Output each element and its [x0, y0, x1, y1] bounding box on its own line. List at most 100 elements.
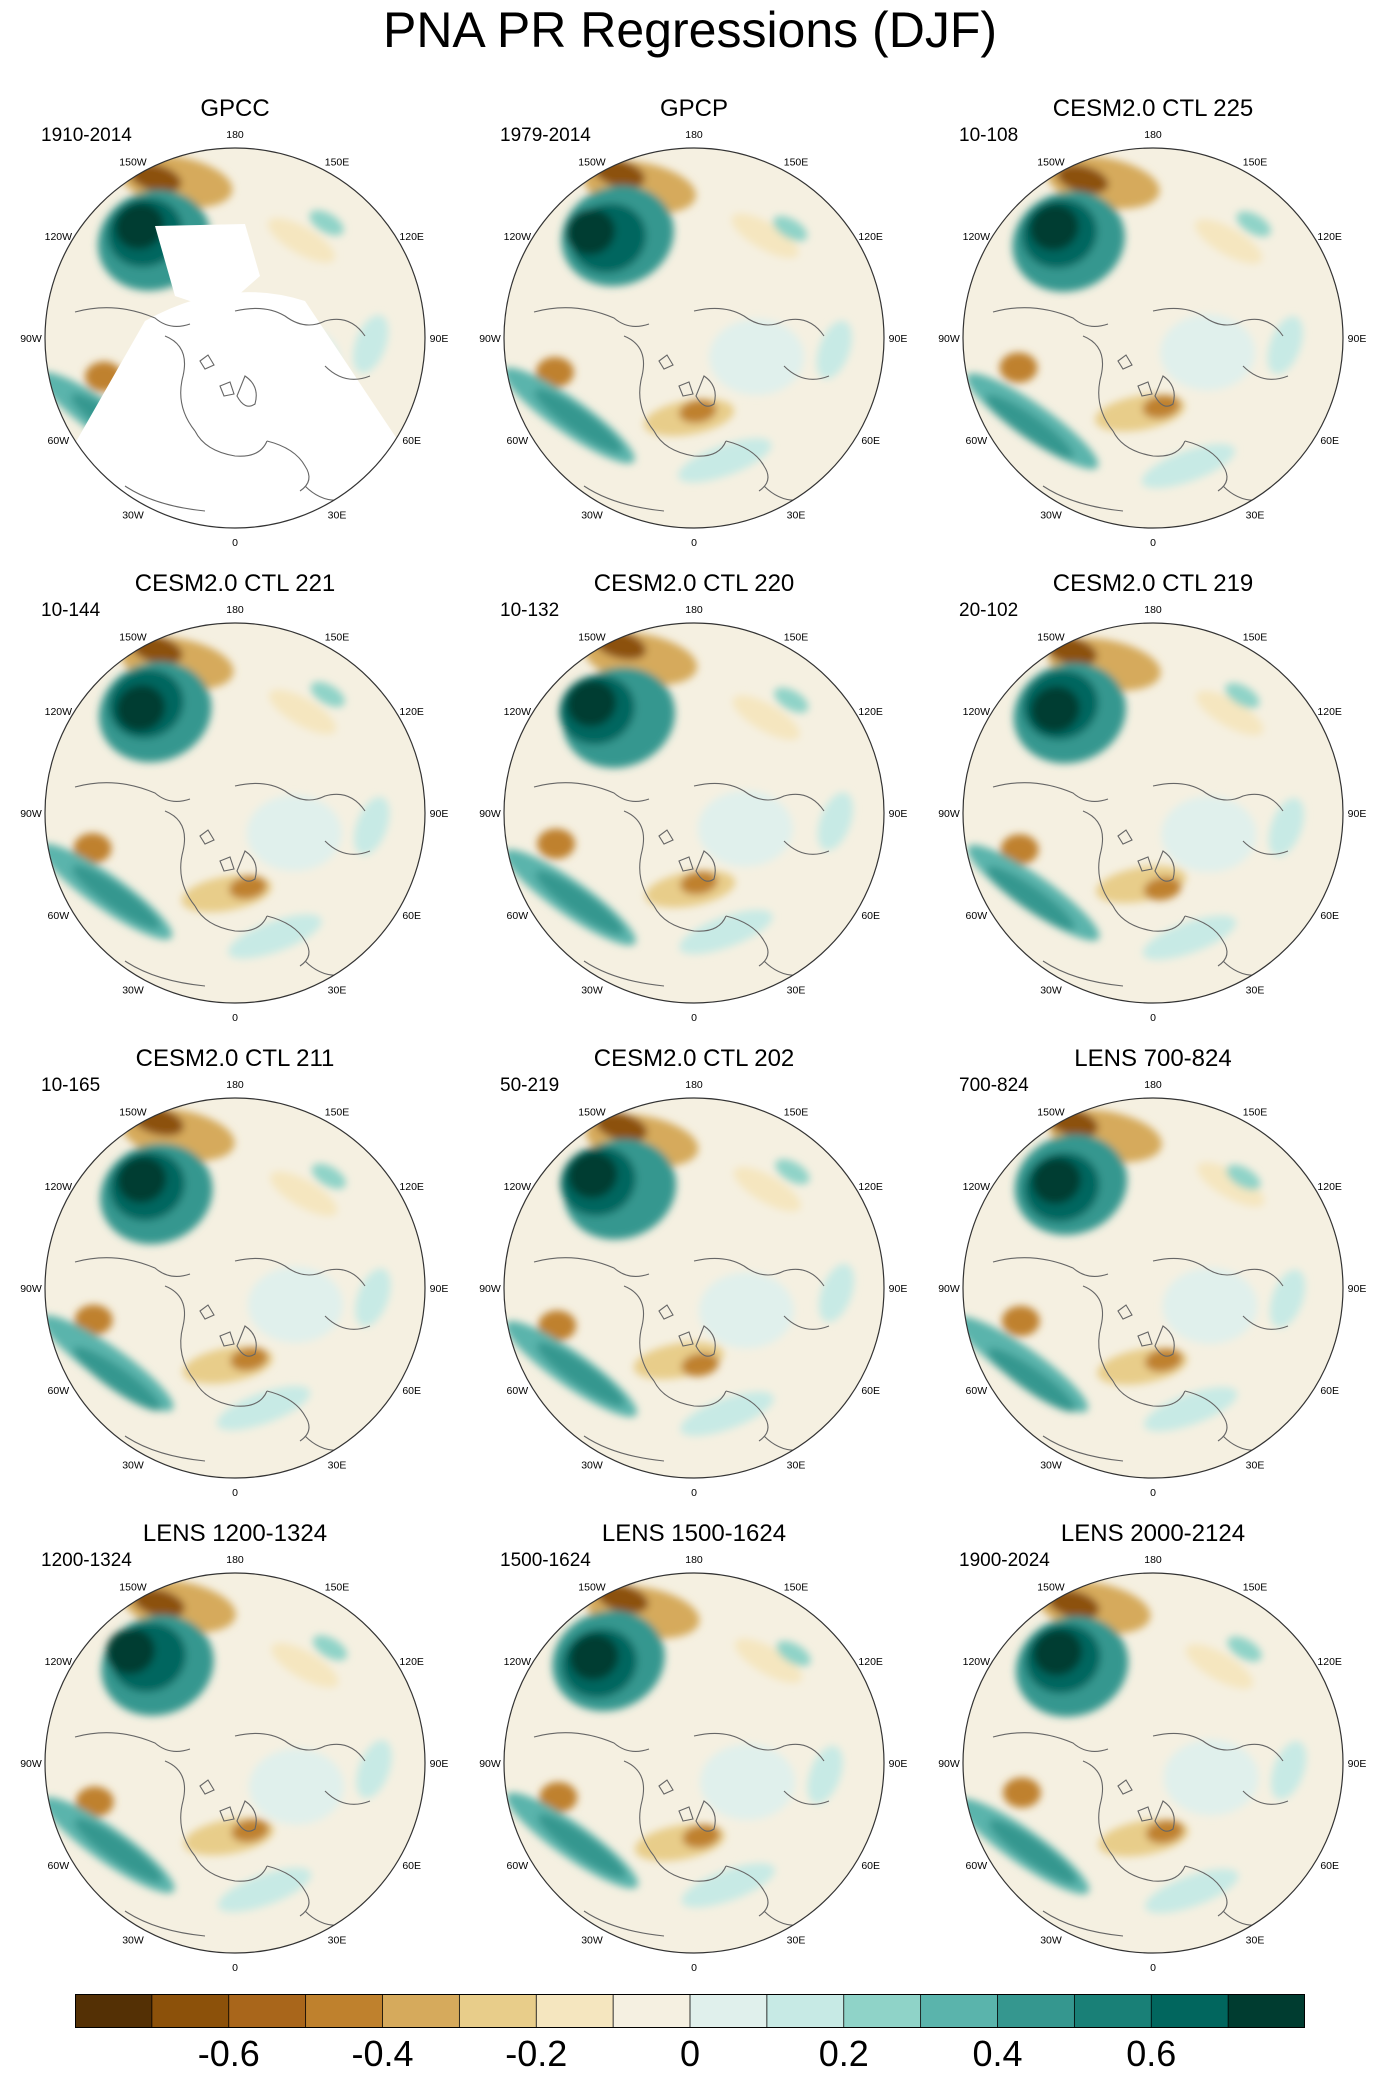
longitude-label: 120W [504, 231, 532, 243]
map-panel: 180 150E 120E 90E 60E 30E 0 30W 60W 90W 120W 150W CE… [923, 561, 1380, 1036]
anomaly-region [117, 1156, 167, 1203]
colorbar-swatch [305, 1994, 384, 2028]
panel-title: LENS 1200-1324 [142, 1520, 328, 1547]
anomaly-region [310, 681, 345, 708]
coastline [1154, 850, 1175, 882]
longitude-label: 120E [858, 706, 883, 718]
coastline [658, 829, 674, 845]
anomaly-region [1056, 164, 1109, 194]
longitude-label: 180 [226, 604, 244, 616]
anomaly-region [987, 1348, 1076, 1412]
longitude-label: 30W [1040, 985, 1062, 997]
longitude-label: 30E [1246, 1935, 1265, 1947]
polar-map: 180 150E 120E 90E 60E 30E 0 30W 60W 90W 120W 150W [20, 1554, 449, 1974]
coastline [199, 354, 215, 370]
coastline [164, 1285, 196, 1382]
longitude-label: 150E [325, 156, 350, 168]
colorbar-swatch [1073, 1994, 1153, 2028]
longitude-label: 30E [328, 985, 347, 997]
longitude-label: 120W [45, 1656, 73, 1668]
map-panel: 180 150E 120E 90E 60E 30E 0 30W 60W 90W 120W 150W CE… [5, 1036, 465, 1511]
longitude-label: 60E [1320, 435, 1339, 447]
longitude-label: 30W [122, 985, 144, 997]
polar-map: 180 150E 120E 90E 60E 30E 0 30W 60W 90W 120W 150W [479, 129, 907, 549]
anomaly-region [115, 203, 165, 250]
longitude-label: 90E [889, 808, 908, 820]
longitude-label: 150W [119, 1106, 147, 1118]
coastline [653, 1855, 727, 1882]
anomaly-region [230, 1347, 268, 1371]
longitude-label: 150E [1243, 1106, 1268, 1118]
coastline [583, 1910, 665, 1937]
coastline [219, 1331, 235, 1347]
coastline [1184, 1390, 1228, 1442]
coastline [658, 1779, 674, 1795]
coastline [678, 1806, 694, 1822]
panel-years: 20-102 [959, 600, 1019, 621]
longitude-label: 150W [119, 1581, 147, 1593]
longitude-label: 60E [861, 1860, 880, 1872]
longitude-label: 60E [861, 1385, 880, 1397]
longitude-label: 60W [966, 910, 988, 922]
longitude-label: 90E [430, 1758, 449, 1770]
coastline [219, 381, 235, 397]
longitude-label: 150W [1037, 1581, 1065, 1593]
longitude-label: 120W [963, 1181, 991, 1193]
anomaly-region [73, 833, 112, 864]
panel-title: GPCP [659, 95, 728, 122]
panel-years: 1910-2014 [41, 125, 132, 146]
panel-title: LENS 700-824 [1074, 1045, 1232, 1072]
anomaly-region [774, 687, 809, 713]
missing-data-region [155, 224, 260, 311]
longitude-label: 180 [226, 1554, 244, 1566]
longitude-label: 90W [479, 1283, 501, 1295]
anomaly-region [1142, 915, 1237, 960]
longitude-label: 30W [122, 1935, 144, 1947]
longitude-label: 60W [507, 1860, 529, 1872]
coastline [199, 1304, 215, 1320]
longitude-label: 120E [399, 231, 424, 243]
longitude-label: 150E [784, 156, 809, 168]
longitude-label: 120W [504, 1656, 532, 1668]
longitude-label: 0 [1150, 1487, 1156, 1499]
longitude-label: 90W [938, 333, 960, 345]
panel-title: CESM2.0 CTL 202 [593, 1045, 795, 1072]
anomaly-region [775, 1159, 810, 1185]
map-panel: 180 150E 120E 90E 60E 30E 0 30W 60W 90W 120W 150W CE… [464, 561, 924, 1036]
coastline [74, 782, 191, 802]
coastline [236, 375, 257, 407]
anomaly-region [1160, 314, 1256, 391]
polar-map: 180 150E 120E 90E 60E 30E 0 30W 60W 90W 120W 150W [938, 604, 1366, 1024]
longitude-label: 90W [938, 808, 960, 820]
anomaly-region [733, 1166, 801, 1212]
coastline [164, 335, 196, 432]
longitude-label: 0 [1150, 1012, 1156, 1024]
longitude-label: 0 [232, 1487, 238, 1499]
anomaly-region [311, 1163, 346, 1189]
coastline [1082, 1285, 1114, 1382]
anomaly-region [356, 1740, 392, 1799]
longitude-label: 90E [1348, 1758, 1367, 1770]
anomaly-region [807, 1745, 843, 1804]
coastline [199, 829, 215, 845]
longitude-label: 60W [48, 1385, 70, 1397]
panel-title: CESM2.0 CTL 211 [135, 1045, 335, 1072]
anomaly-region [988, 1819, 1077, 1884]
longitude-label: 60W [507, 910, 529, 922]
panel-title: CESM2.0 CTL 220 [593, 570, 795, 597]
anomaly-region [538, 1310, 577, 1341]
polar-map: 180 150E 120E 90E 60E 30E 0 30W 60W 90W 120W 150W [20, 1079, 448, 1499]
coastline [1184, 915, 1228, 967]
polar-map: 180 150E 120E 90E 60E 30E 0 30W 60W 90W 120W 150W [479, 1554, 907, 1974]
anomaly-region [817, 792, 854, 851]
coastline [658, 354, 674, 370]
longitude-label: 90W [20, 333, 42, 345]
colorbar-tick-label: 0.6 [1126, 2033, 1177, 2074]
coastline [1242, 1790, 1289, 1805]
anomaly-region [216, 1385, 311, 1431]
anomaly-region [71, 865, 161, 929]
anomaly-region [732, 695, 800, 740]
coastline [783, 365, 830, 380]
longitude-label: 60E [402, 435, 421, 447]
figure-title: PNA PR Regressions (DJF) [382, 2, 998, 58]
